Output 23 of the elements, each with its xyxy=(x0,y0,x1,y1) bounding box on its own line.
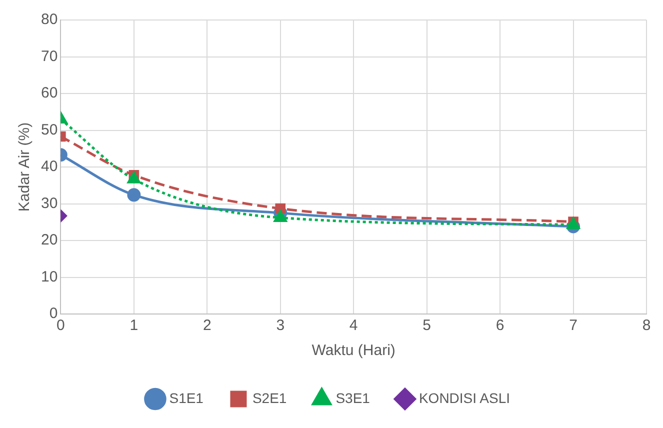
y-tick-label: 40 xyxy=(40,158,58,176)
y-tick-label: 80 xyxy=(40,11,58,28)
y-tick-label: 20 xyxy=(40,232,58,249)
x-tick-label: 8 xyxy=(642,317,651,334)
y-tick-label: 60 xyxy=(40,84,58,102)
x-tick-label: 6 xyxy=(496,317,504,334)
legend-label: S1E1 xyxy=(169,390,204,406)
x-tick-label: 2 xyxy=(202,317,212,334)
x-tick-label: 3 xyxy=(276,317,285,334)
y-tick-label: 70 xyxy=(40,48,58,65)
y-tick-label: 0 xyxy=(49,305,58,322)
y-axis-title: Kadar Air (%) xyxy=(16,122,34,212)
y-tick-label: 30 xyxy=(40,194,58,212)
x-axis-title: Waktu (Hari) xyxy=(312,342,396,360)
legend-label: S3E1 xyxy=(336,390,370,406)
x-tick-label: 1 xyxy=(130,317,138,334)
x-tick-label: 5 xyxy=(422,317,431,334)
x-tick-label: 7 xyxy=(569,317,578,334)
legend-label: S2E1 xyxy=(252,390,287,406)
legend-label: KONDISI ASLI xyxy=(418,390,510,406)
y-tick-label: 10 xyxy=(40,268,58,286)
y-tick-label: 50 xyxy=(40,121,58,138)
x-tick-label: 4 xyxy=(349,317,358,334)
